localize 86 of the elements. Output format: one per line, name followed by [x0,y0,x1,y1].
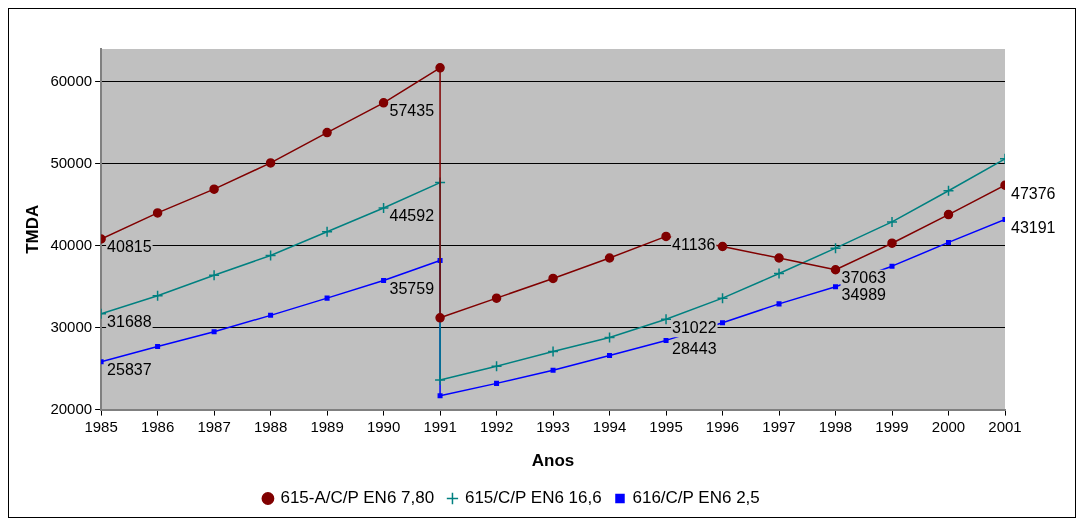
legend-label: 615-A/C/P EN6 7,80 [280,488,435,508]
data-label: 34989 [841,286,887,304]
point [774,253,784,263]
data-label: 47376 [1011,184,1056,202]
point [830,265,841,275]
data-label: 37063 [841,269,887,287]
x-tick-label: 2001 [988,417,1022,435]
point [268,312,274,318]
point [324,295,330,301]
y-tick-label: 20000 [50,399,93,417]
point [660,313,672,326]
point [547,345,559,358]
x-tick-label: 1995 [649,417,683,435]
point [603,331,616,344]
point [494,380,500,386]
point [211,329,217,335]
point [833,284,839,290]
point [716,292,729,304]
x-tick-label: 1998 [818,417,853,435]
x-tick-label: 1989 [310,417,344,435]
x-tick-label: 1987 [197,417,231,435]
point [663,337,669,343]
point [209,184,219,194]
point [155,343,161,350]
point [434,374,446,386]
point [661,231,671,242]
x-tick-label: 1999 [875,417,909,435]
data-label: 41136 [672,235,716,253]
x-tick-label: 1986 [140,417,175,435]
x-tick-label: 1994 [592,417,627,435]
x-tick-label: 1990 [366,417,401,435]
point [435,313,445,323]
point [322,127,332,138]
x-tick-label: 1985 [84,417,118,435]
point [550,367,556,373]
point [943,209,954,220]
point [720,320,726,326]
point [886,216,898,228]
data-label: 31022 [672,318,717,336]
point [264,249,277,262]
point [945,239,952,245]
data-label: 44592 [389,207,435,225]
point [604,253,615,263]
point [829,242,842,254]
x-tick-label: 1991 [423,417,457,435]
data-label: 31688 [107,313,152,331]
x-tick-label: 1996 [705,417,740,435]
data-label: 57435 [389,102,435,120]
x-axis-title: Anos [531,451,575,471]
y-tick-label: 30000 [50,317,93,335]
y-tick-label: 40000 [50,235,93,253]
y-axis-title: TMDA [22,204,42,254]
point [152,208,163,218]
point [942,185,955,197]
point [887,238,897,248]
point [377,202,390,214]
data-label: 28443 [672,339,717,357]
legend-label: 616/C/P EN6 2,5 [632,488,760,508]
x-tick-label: 1992 [479,417,514,435]
x-tick-label: 1993 [536,417,570,435]
point [435,63,445,73]
point [773,267,785,280]
data-label: 40815 [107,238,152,256]
point [437,393,443,399]
point [321,226,333,238]
point [265,158,276,168]
x-tick-label: 1988 [253,417,288,435]
legend-label: 615/C/P EN6 16,6 [464,488,602,508]
y-tick-label: 50000 [50,153,93,171]
data-label: 25837 [107,361,152,379]
data-label: 35759 [389,279,435,297]
point [889,263,895,269]
x-tick-label: 2000 [931,417,966,435]
point [378,98,389,108]
point [607,352,613,359]
point [381,277,387,283]
point [151,289,164,302]
data-label: 43191 [1011,218,1056,236]
point [717,241,728,252]
y-tick-label: 60000 [50,71,93,89]
point [491,293,502,303]
point [776,301,782,307]
x-tick-label: 1997 [762,417,796,435]
point [208,269,220,281]
point [490,360,503,372]
point [548,273,558,284]
